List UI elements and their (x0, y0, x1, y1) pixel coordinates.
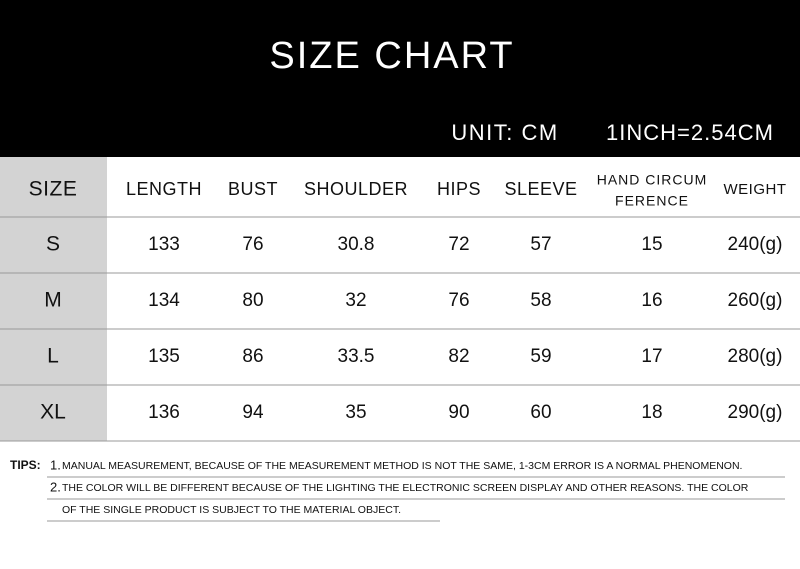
cell: 135 (148, 346, 180, 367)
cell: 15 (641, 234, 662, 255)
size-label: S (46, 233, 60, 256)
cell: 57 (530, 234, 551, 255)
size-column (0, 157, 107, 441)
cell: 80 (242, 290, 263, 311)
tip-number: 2. (50, 479, 61, 494)
size-label: XL (40, 401, 66, 424)
cell: 133 (148, 234, 180, 255)
cell: 60 (530, 402, 551, 423)
cell: 35 (345, 402, 366, 423)
cell: 134 (148, 290, 180, 311)
cell: 290(g) (728, 402, 783, 423)
cell: 18 (641, 402, 662, 423)
column-header: SIZE (29, 178, 78, 201)
cell: 16 (641, 290, 662, 311)
cell: 240(g) (728, 234, 783, 255)
cell: 86 (242, 346, 263, 367)
cell: 33.5 (338, 346, 375, 367)
column-header: WEIGHT (724, 181, 787, 198)
cell: 260(g) (728, 290, 783, 311)
cell: 76 (242, 234, 263, 255)
cell: 76 (448, 290, 469, 311)
tip-number: 1. (50, 457, 61, 472)
cell: 58 (530, 290, 551, 311)
column-header: HAND CIRCUM (597, 172, 708, 188)
tip-text: MANUAL MEASUREMENT, BECAUSE OF THE MEASU… (62, 460, 742, 472)
conversion: 1INCH=2.54CM (606, 120, 774, 145)
cell: 136 (148, 402, 180, 423)
title: SIZE CHART (269, 35, 514, 77)
column-header: SLEEVE (504, 179, 577, 199)
unit: UNIT: CM (451, 120, 558, 145)
cell: 72 (448, 234, 469, 255)
column-header: LENGTH (126, 179, 202, 199)
column-header: SHOULDER (304, 179, 408, 199)
column-header: HIPS (437, 179, 481, 199)
cell: 90 (448, 402, 469, 423)
column-header: FERENCE (615, 193, 689, 209)
cell: 59 (530, 346, 551, 367)
cell: 17 (641, 346, 662, 367)
tips-label: TIPS: (10, 458, 41, 472)
column-header: BUST (228, 179, 278, 199)
cell: 280(g) (728, 346, 783, 367)
tip-text: THE COLOR WILL BE DIFFERENT BECAUSE OF T… (62, 482, 749, 494)
cell: 32 (345, 290, 366, 311)
tip-text: OF THE SINGLE PRODUCT IS SUBJECT TO THE … (62, 504, 401, 516)
cell: 82 (448, 346, 469, 367)
cell: 30.8 (338, 234, 375, 255)
size-label: M (44, 289, 62, 312)
size-label: L (47, 345, 59, 368)
cell: 94 (242, 402, 264, 423)
header-band (0, 0, 800, 157)
